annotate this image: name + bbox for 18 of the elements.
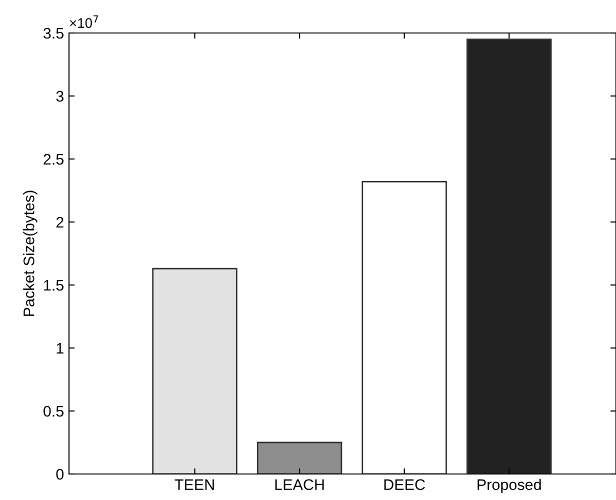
bar — [362, 180, 447, 474]
bar — [152, 268, 238, 474]
y-tick-label: 3.5 — [43, 28, 64, 39]
y-axis-title: Packet Size(bytes) — [23, 190, 38, 316]
x-tick-label: TEEN — [174, 479, 214, 490]
y-tick-label: 1.5 — [44, 280, 64, 291]
y-tick-label: 0.5 — [44, 406, 64, 417]
x-tick-label: Proposed — [478, 478, 541, 494]
text: ×10$^{7}$ — [70, 15, 98, 28]
x-tick-label: DEEC — [384, 479, 425, 490]
y-tick-label: 2.5 — [44, 154, 64, 165]
y-tick-label: 0 — [56, 468, 64, 480]
bar — [256, 442, 342, 474]
x-tick-label: LEACH — [275, 479, 324, 490]
y-tick-label: 2 — [56, 216, 64, 228]
y-tick-label: 1 — [56, 343, 64, 354]
bar — [466, 38, 552, 474]
y-tick-label: 3 — [56, 90, 64, 102]
